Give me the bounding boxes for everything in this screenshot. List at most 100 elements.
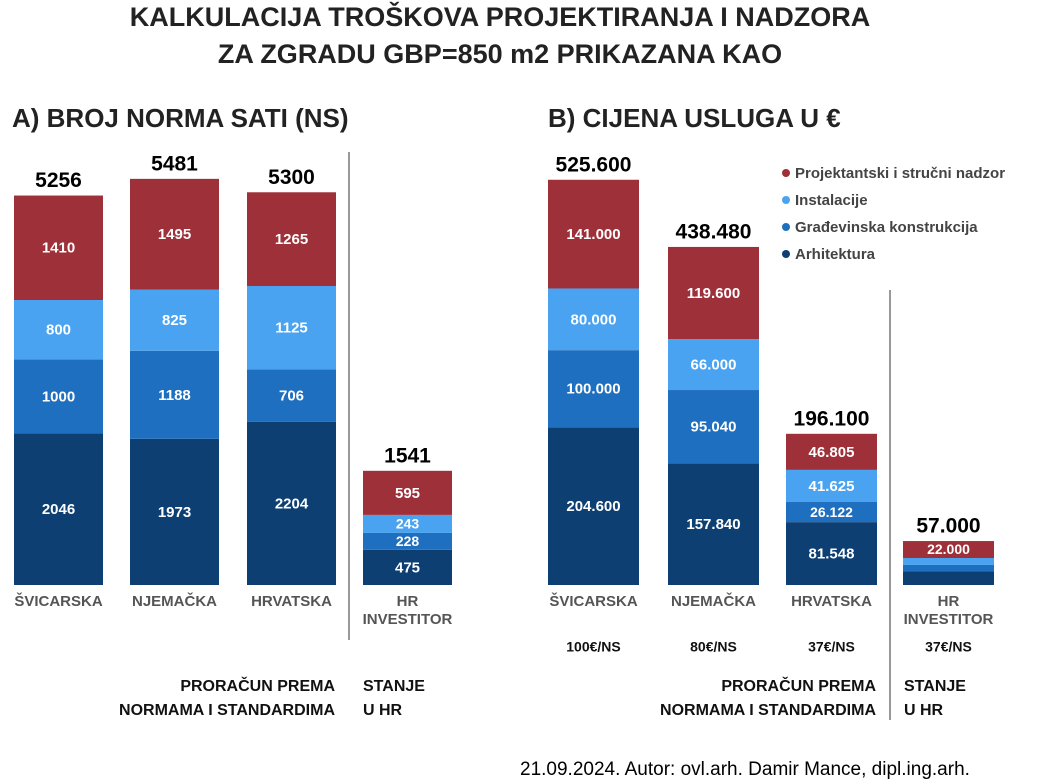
- segment-label: 204.600: [566, 498, 620, 515]
- bar-segment: [14, 195, 103, 301]
- bar-segment: [363, 514, 452, 533]
- bar-segment: [130, 350, 219, 439]
- segment-label: 228: [396, 533, 420, 549]
- bar-segment: [786, 522, 877, 585]
- bar-segment: [548, 179, 639, 289]
- footer: 21.09.2024. Autor: ovl.arh. Damir Mance,…: [520, 759, 970, 780]
- note: STANJE: [904, 678, 966, 695]
- segment-label: 22.000: [927, 541, 970, 557]
- x-tick-label: HRVATSKA: [251, 593, 332, 610]
- segment-label: 119.600: [687, 285, 740, 302]
- note: NORMAMA I STANDARDIMA: [660, 702, 876, 719]
- segment-label: 1973: [158, 504, 191, 521]
- bar-segment: [668, 463, 759, 585]
- segment-label: 595: [395, 485, 420, 502]
- bar-segment: [247, 369, 336, 422]
- segment-label: 80.000: [571, 311, 617, 328]
- bar-segment: [130, 178, 219, 290]
- legend-marker: [782, 223, 790, 231]
- bar-segment: [14, 300, 103, 360]
- segment-label: 1265: [275, 231, 308, 248]
- segment-label: 825: [162, 312, 187, 329]
- note: STANJE: [363, 678, 425, 695]
- segment-label: 800: [46, 322, 71, 339]
- segment-label: 706: [279, 387, 304, 404]
- bar-segment: [247, 192, 336, 287]
- bar-segment: [668, 339, 759, 391]
- legend-label: Projektantski i stručni nadzor: [795, 165, 1005, 182]
- note: U HR: [904, 702, 944, 719]
- bar-segment: [903, 564, 994, 572]
- segment-label: 46.805: [809, 444, 855, 461]
- total-label: 438.480: [676, 220, 752, 243]
- segment-label: 243: [396, 516, 420, 532]
- segment-label: 1495: [158, 226, 191, 243]
- note: PRORAČUN PREMA: [721, 676, 876, 695]
- segment-label: 475: [395, 559, 420, 576]
- segment-label: 100.000: [566, 381, 620, 398]
- legend-label: Građevinska konstrukcija: [795, 219, 978, 236]
- bar-segment: [668, 390, 759, 464]
- bar-segment: [363, 532, 452, 550]
- legend-marker: [782, 169, 790, 177]
- bar-segment: [548, 288, 639, 351]
- bar-segment: [786, 501, 877, 523]
- rate-label: 37€/NS: [808, 639, 855, 655]
- rate-label: 37€/NS: [925, 639, 972, 655]
- legend-marker: [782, 250, 790, 258]
- x-tick-label: HRVATSKA: [791, 593, 872, 610]
- total-label: 196.100: [794, 407, 870, 430]
- bar-segment: [14, 433, 103, 585]
- bar-segment: [247, 286, 336, 370]
- rate-label: 80€/NS: [690, 639, 737, 655]
- bar-segment: [14, 359, 103, 434]
- x-tick-label: ŠVICARSKA: [549, 593, 638, 610]
- segment-label: 157.840: [686, 516, 740, 533]
- x-tick-label: NJEMAČKA: [131, 593, 217, 610]
- bar-segment: [903, 541, 994, 559]
- note: NORMAMA I STANDARDIMA: [119, 702, 335, 719]
- legend-label: Instalacije: [795, 192, 868, 209]
- chart-title: B) CIJENA USLUGA U €: [548, 103, 841, 133]
- bar-segment: [363, 549, 452, 585]
- total-label: 5256: [35, 169, 82, 192]
- bar-segment: [247, 421, 336, 585]
- note: PRORAČUN PREMA: [180, 676, 335, 695]
- segment-label: 81.548: [809, 546, 855, 563]
- segment-label: 1125: [275, 320, 308, 337]
- bar-segment: [786, 469, 877, 502]
- chart-title: A) BROJ NORMA SATI (NS): [12, 103, 349, 133]
- segment-label: 141.000: [566, 226, 620, 243]
- x-tick-label: HR INVESTITOR: [903, 593, 994, 628]
- bar-segment: [548, 350, 639, 428]
- segment-label: 26.122: [810, 504, 853, 520]
- total-label: 5300: [268, 166, 315, 189]
- segment-label: 1188: [158, 387, 191, 404]
- note: U HR: [363, 702, 403, 719]
- bar-segment: [130, 438, 219, 585]
- x-tick-label: HR INVESTITOR: [362, 593, 453, 628]
- title: KALKULACIJA TROŠKOVA PROJEKTIRANJA I NAD…: [130, 1, 871, 32]
- segment-label: 2046: [42, 501, 75, 518]
- segment-label: 95.040: [691, 419, 737, 436]
- segment-label: 1410: [42, 240, 75, 257]
- total-label: 5481: [151, 152, 198, 175]
- bar-segment: [668, 246, 759, 340]
- rate-label: 100€/NS: [566, 639, 620, 655]
- bar-segment: [548, 427, 639, 585]
- bar-segment: [130, 289, 219, 351]
- bar-segment: [363, 470, 452, 515]
- segment-label: 1000: [42, 388, 75, 405]
- bar-segment: [786, 433, 877, 470]
- total-label: 57.000: [916, 515, 980, 538]
- segment-label: 66.000: [691, 357, 737, 374]
- segment-label: 2204: [275, 495, 309, 512]
- total-label: 1541: [384, 444, 431, 467]
- segment-label: 41.625: [809, 478, 855, 495]
- total-label: 525.600: [556, 153, 632, 176]
- title: ZA ZGRADU GBP=850 m2 PRIKAZANA KAO: [218, 39, 782, 69]
- x-tick-label: ŠVICARSKA: [14, 593, 103, 610]
- bar-segment: [903, 558, 994, 565]
